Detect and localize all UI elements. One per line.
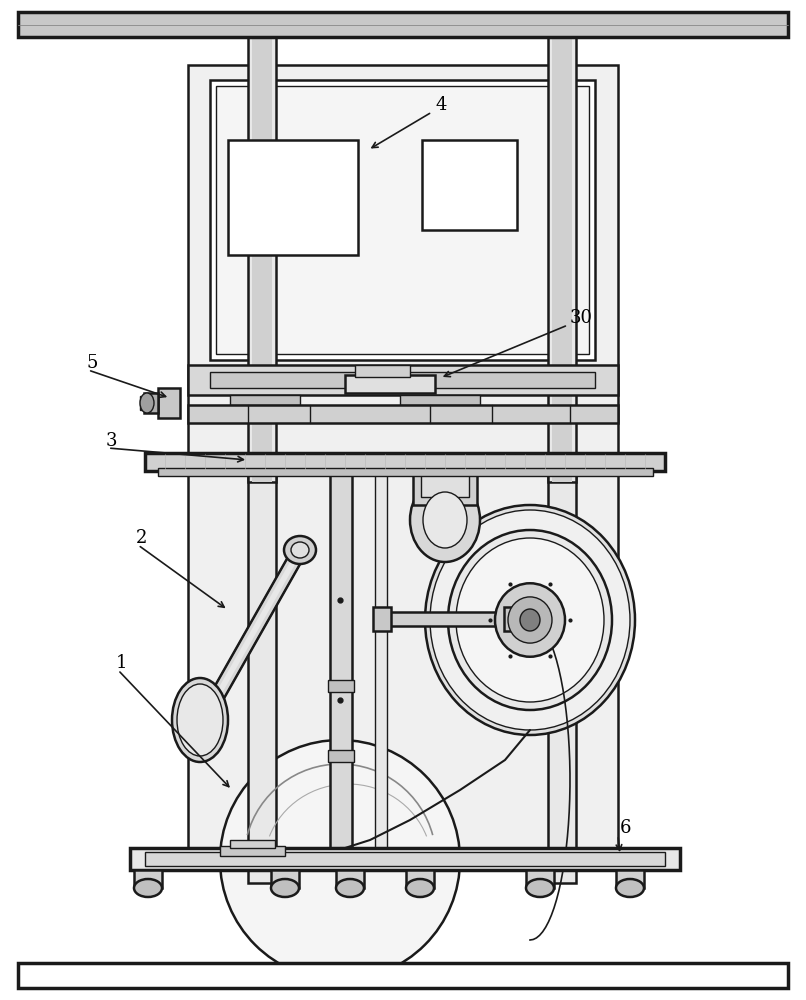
Bar	[406, 870, 434, 888]
Bar	[145, 852, 665, 866]
Bar	[328, 750, 354, 762]
Circle shape	[220, 740, 460, 980]
Ellipse shape	[508, 597, 552, 643]
Ellipse shape	[526, 879, 554, 897]
Bar	[18, 963, 788, 988]
Bar	[271, 870, 299, 888]
Text: 5: 5	[86, 354, 98, 372]
Bar	[421, 465, 469, 497]
Bar	[375, 468, 387, 848]
Ellipse shape	[291, 542, 309, 558]
Text: 30: 30	[570, 309, 593, 327]
Ellipse shape	[423, 492, 467, 548]
Polygon shape	[213, 549, 302, 701]
Ellipse shape	[410, 478, 480, 562]
Bar	[216, 86, 589, 354]
Bar	[188, 468, 618, 848]
Ellipse shape	[616, 879, 644, 897]
Ellipse shape	[448, 530, 612, 710]
Bar	[355, 365, 410, 377]
Ellipse shape	[520, 609, 540, 631]
Bar	[230, 840, 275, 848]
Bar	[228, 140, 358, 255]
Bar	[130, 848, 680, 870]
Bar	[210, 80, 595, 360]
Bar	[144, 393, 158, 413]
Text: 6: 6	[620, 819, 631, 837]
Bar	[252, 12, 272, 482]
Bar	[375, 612, 520, 626]
Bar	[330, 468, 352, 848]
Bar	[328, 680, 354, 692]
Ellipse shape	[140, 393, 154, 413]
Bar	[504, 607, 522, 631]
Bar	[548, 12, 576, 482]
Ellipse shape	[456, 538, 604, 702]
Bar	[548, 453, 576, 883]
Bar	[345, 375, 435, 393]
Bar	[248, 12, 276, 482]
Bar	[140, 396, 146, 410]
Ellipse shape	[172, 678, 228, 762]
Bar	[188, 365, 618, 395]
Bar	[188, 65, 618, 465]
Ellipse shape	[284, 536, 316, 564]
Bar	[616, 870, 644, 888]
Text: 1: 1	[116, 654, 127, 672]
Ellipse shape	[495, 583, 565, 657]
Text: 2: 2	[136, 529, 147, 547]
Bar	[158, 388, 180, 418]
Bar	[134, 870, 162, 888]
Bar	[230, 395, 300, 405]
Bar	[373, 607, 391, 631]
Bar	[158, 468, 653, 476]
Bar	[145, 453, 665, 471]
Bar	[220, 846, 285, 856]
Ellipse shape	[425, 505, 635, 735]
Bar	[526, 870, 554, 888]
Ellipse shape	[430, 510, 630, 730]
Text: 4: 4	[436, 96, 447, 114]
Ellipse shape	[406, 879, 434, 897]
Ellipse shape	[177, 684, 223, 756]
Bar	[210, 372, 595, 388]
Bar	[336, 870, 364, 888]
Bar	[400, 395, 480, 405]
Bar	[248, 453, 276, 883]
Ellipse shape	[134, 879, 162, 897]
Bar	[422, 140, 517, 230]
Text: 3: 3	[106, 432, 118, 450]
Ellipse shape	[336, 879, 364, 897]
Polygon shape	[209, 547, 306, 703]
Bar	[18, 12, 788, 37]
Bar	[188, 405, 618, 423]
Ellipse shape	[271, 879, 299, 897]
Bar	[413, 460, 477, 505]
Bar	[552, 12, 572, 482]
